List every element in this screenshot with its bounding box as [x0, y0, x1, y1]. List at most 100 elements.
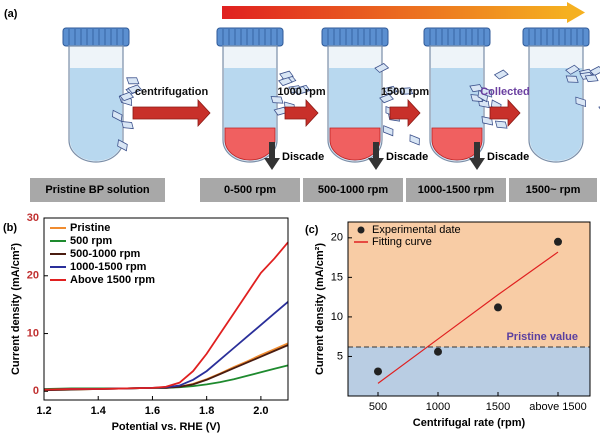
- flake: [379, 93, 394, 104]
- legend-label: 500 rpm: [70, 235, 112, 247]
- process-arrow: [489, 98, 521, 128]
- step-label: 1500 rpm: [381, 86, 430, 98]
- panel-label: (c): [305, 224, 319, 236]
- series-line: [43, 364, 289, 390]
- series-line: [43, 241, 289, 391]
- flake: [575, 96, 587, 108]
- flake: [292, 86, 308, 95]
- x-tick-label: 2.0: [253, 405, 268, 417]
- process-arrow: [389, 98, 421, 128]
- data-point: [434, 347, 442, 356]
- tube-label: 1000-1500 rpm: [418, 184, 495, 196]
- reference-label: Pristine value: [506, 331, 578, 343]
- sediment: [431, 127, 483, 161]
- step-label: 1000 rpm: [277, 86, 326, 98]
- plot-frame: [347, 221, 591, 397]
- process-arrow: [132, 98, 211, 128]
- discard-label: Discade: [487, 151, 529, 163]
- flake: [409, 134, 420, 146]
- panel-label: (a): [4, 8, 18, 20]
- plot-frame: [43, 217, 289, 401]
- flake: [117, 139, 128, 152]
- x-tick-label: 1.2: [36, 405, 51, 417]
- gradient-arrow-head: [567, 2, 585, 23]
- legend-label: 500-1000 rpm: [70, 248, 141, 260]
- tube-label-box: [200, 178, 300, 202]
- tube-liquid: [530, 68, 582, 161]
- flake: [126, 77, 140, 85]
- flake: [127, 84, 143, 94]
- step-label: Collected: [480, 86, 530, 98]
- process-arrow: [284, 98, 319, 128]
- region-below: [348, 346, 590, 396]
- legend-label: Pristine: [70, 222, 110, 234]
- y-tick-label: 30: [27, 212, 39, 224]
- tube-label: 0-500 rpm: [224, 184, 276, 196]
- fit-line: [377, 251, 559, 384]
- tube-label-box: [406, 178, 506, 202]
- region-above: [348, 222, 590, 347]
- tube-label: Pristine BP solution: [45, 184, 150, 196]
- tube-label-box: [509, 178, 597, 202]
- flake: [589, 66, 600, 76]
- series-line: [43, 342, 289, 392]
- flake: [565, 75, 579, 83]
- y-tick-label: 10: [331, 311, 343, 323]
- flake: [270, 96, 284, 104]
- data-point: [554, 237, 562, 246]
- flake: [584, 74, 599, 83]
- series-line: [43, 344, 289, 392]
- x-axis-label: Potential vs. RHE (V): [112, 421, 221, 433]
- tube-label-box: [30, 178, 165, 202]
- y-tick-label: 5: [337, 350, 343, 362]
- flake: [279, 70, 294, 80]
- x-tick-label: 1.8: [199, 405, 214, 417]
- flake: [494, 120, 508, 129]
- x-tick-label: 1.6: [145, 405, 160, 417]
- discard-label: Discade: [282, 151, 324, 163]
- y-tick-label: 20: [27, 270, 39, 282]
- x-tick-label: 1000: [426, 401, 450, 413]
- tube-label-box: [303, 178, 403, 202]
- flake: [374, 63, 390, 73]
- legend-label: Above 1500 rpm: [70, 274, 155, 286]
- flake: [111, 109, 123, 122]
- gradient-arrow: [222, 6, 567, 19]
- y-tick-label: 0: [33, 385, 39, 397]
- y-tick-label: 20: [331, 232, 343, 244]
- discard-arrow: [264, 142, 280, 170]
- legend-label: Fitting curve: [372, 236, 432, 248]
- discard-arrow: [368, 142, 384, 170]
- flake: [469, 84, 484, 93]
- y-axis-label: Current density (mA/cm²): [314, 243, 326, 375]
- tube-liquid: [70, 68, 122, 161]
- y-tick-label: 10: [27, 327, 39, 339]
- legend-label: 1000-1500 rpm: [70, 261, 147, 273]
- discard-label: Discade: [386, 151, 428, 163]
- x-axis-label: Centrifugal rate (rpm): [413, 417, 526, 429]
- x-tick-label: 500: [369, 401, 387, 413]
- tube-cap: [423, 27, 491, 47]
- tube-cap: [62, 27, 130, 47]
- data-point: [374, 367, 382, 376]
- x-tick-label: 1.4: [91, 405, 107, 417]
- discard-arrow: [469, 142, 485, 170]
- flake: [119, 91, 135, 102]
- y-tick-label: 15: [331, 271, 343, 283]
- flake: [493, 69, 509, 80]
- flake: [383, 125, 394, 137]
- flake: [481, 87, 493, 98]
- flake: [121, 121, 134, 130]
- series-line: [43, 301, 289, 391]
- sediment: [329, 127, 381, 161]
- flake: [565, 64, 580, 75]
- legend-label: Experimental date: [372, 224, 461, 236]
- tube-cap: [321, 27, 389, 47]
- tube-cap: [216, 27, 284, 47]
- tube-label: 1500~ rpm: [526, 184, 581, 196]
- tube-label: 500-1000 rpm: [318, 184, 389, 196]
- flake: [382, 85, 398, 95]
- flake: [399, 87, 414, 95]
- legend-swatch: [357, 226, 365, 234]
